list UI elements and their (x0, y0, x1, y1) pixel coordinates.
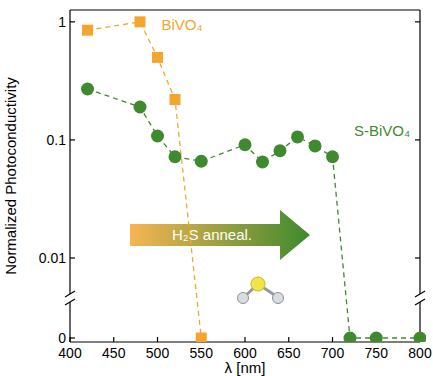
x-tick-label: 550 (190, 345, 214, 361)
axis-line (419, 10, 420, 294)
x-tick-label: 400 (58, 345, 82, 361)
chart: 00.010.11400450500550600650700750800λ [n… (0, 0, 433, 376)
x-tick-label: 750 (365, 345, 389, 361)
annotation: H₂S anneal. (172, 226, 252, 243)
x-tick-label: 450 (102, 345, 126, 361)
plot-area (81, 16, 426, 342)
x-tick (332, 337, 333, 342)
axis-break (415, 299, 425, 305)
data-point (326, 150, 339, 163)
axis-line (69, 10, 70, 294)
y-tick (70, 21, 75, 22)
y-tick (70, 337, 75, 338)
y-tick-label: 0.01 (39, 250, 66, 266)
y-tick-label: 1 (58, 14, 66, 30)
axis-break (65, 291, 75, 297)
molecule-icon (238, 277, 284, 304)
series-label: S-BiVO₄ (354, 122, 410, 139)
data-point (134, 101, 147, 114)
data-point (169, 150, 182, 163)
data-point (135, 16, 146, 27)
data-point (82, 25, 93, 36)
series-line (88, 89, 421, 338)
data-point (370, 332, 383, 343)
series-line (88, 22, 202, 338)
data-point (291, 130, 304, 143)
data-point (274, 144, 287, 157)
x-tick (244, 337, 245, 342)
data-point (170, 94, 181, 105)
y-axis-label: Normalized Photoconductivity (2, 77, 19, 275)
data-point (195, 155, 208, 168)
y-tick (415, 21, 420, 22)
data-point (309, 139, 322, 152)
data-point (151, 129, 164, 142)
x-tick-label: 800 (408, 345, 432, 361)
data-point (196, 333, 207, 343)
data-point (81, 82, 94, 95)
x-tick (157, 337, 158, 342)
x-axis-label: λ [nm] (225, 359, 266, 376)
series-label: BiVO₄ (161, 16, 202, 33)
x-tick-label: 500 (146, 345, 170, 361)
y-tick (70, 257, 75, 258)
data-point (256, 156, 269, 169)
frame (65, 10, 425, 342)
y-tick (70, 139, 75, 140)
axis-break (65, 299, 75, 305)
y-tick (415, 139, 420, 140)
data-point (152, 52, 163, 63)
y-tick-label: 0.1 (47, 132, 67, 148)
x-tick (288, 337, 289, 342)
axis-line (69, 302, 70, 342)
anneal-arrow (130, 210, 310, 260)
axis-line (70, 9, 420, 10)
x-tick-label: 700 (321, 345, 345, 361)
x-tick-label: 650 (277, 345, 301, 361)
y-tick (415, 257, 420, 258)
y-tick-label: 0 (58, 330, 66, 346)
x-tick (113, 337, 114, 342)
axis-break (415, 291, 425, 297)
x-tick (69, 337, 70, 342)
data-point (414, 332, 427, 343)
arrow-shape (130, 210, 310, 260)
data-point (239, 138, 252, 151)
data-point (344, 332, 357, 343)
